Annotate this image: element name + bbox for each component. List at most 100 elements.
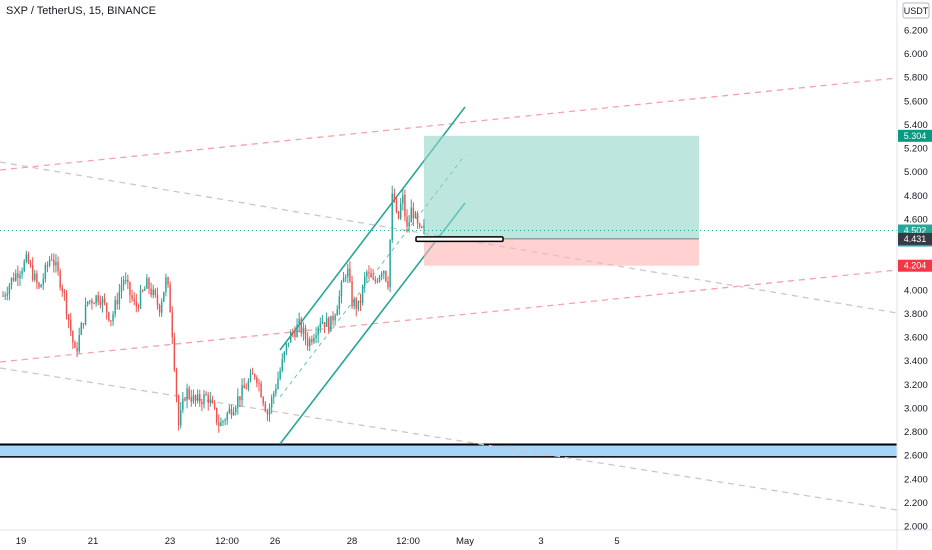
candle-body — [44, 265, 47, 279]
candle-body — [84, 304, 87, 325]
price-tick-label: 4.600 — [904, 214, 928, 225]
candle-body — [42, 278, 44, 285]
candle-body — [17, 273, 19, 279]
time-axis[interactable]: 19 21 23 12:00 26 28 12:00 May 3 5 — [16, 536, 620, 547]
candle-body — [325, 317, 328, 327]
candle-body — [144, 288, 146, 291]
candle-body — [237, 396, 239, 408]
candle-body — [308, 339, 311, 347]
candle-body — [15, 273, 17, 281]
candle-body — [410, 207, 412, 223]
candle-body — [296, 324, 298, 337]
candle-body — [124, 279, 127, 281]
candle-body — [258, 383, 260, 385]
price-tick-label: 6.000 — [904, 49, 928, 60]
time-tick-label: 28 — [347, 536, 358, 547]
time-tick-label: 5 — [614, 536, 619, 547]
candle-body — [298, 319, 300, 325]
candle-body — [21, 270, 23, 275]
candle-body — [402, 194, 404, 204]
candle-body — [118, 291, 121, 305]
candle-body — [114, 300, 116, 315]
candle-body — [277, 378, 279, 389]
candle-body — [315, 335, 317, 339]
price-tick-label: 2.000 — [904, 522, 928, 533]
candle-body — [67, 314, 70, 321]
price-tick-label: 3.800 — [904, 309, 928, 320]
candle-body — [406, 216, 408, 227]
candle-body — [418, 223, 421, 227]
candle-body — [209, 399, 212, 403]
candle-body — [338, 296, 341, 310]
candle-body — [50, 259, 53, 261]
candle-body — [408, 222, 410, 227]
candle-body — [416, 213, 419, 224]
price-tag-label: 5.304 — [904, 131, 927, 141]
candle-body — [201, 402, 203, 405]
position-stop-zone — [424, 238, 699, 266]
candle-body — [353, 299, 355, 307]
support-trendline-lower — [0, 269, 898, 363]
candle-body — [152, 289, 154, 296]
candle-body — [192, 395, 195, 402]
price-tag-box — [898, 129, 932, 142]
candle-body — [163, 291, 165, 302]
candle-body — [40, 284, 42, 288]
currency-label: USDT — [904, 6, 929, 16]
candle-body — [243, 385, 245, 389]
price-tick-label: 5.000 — [904, 167, 928, 178]
price-tick-label: 5.400 — [904, 120, 928, 131]
overlay-layer — [415, 236, 504, 243]
candle-body — [344, 276, 347, 278]
candle-body — [313, 338, 315, 343]
candle-body — [254, 374, 256, 378]
candle-body — [370, 273, 372, 278]
candle-body — [321, 321, 324, 324]
resistance-trendline-upper — [0, 77, 898, 171]
candle-body — [53, 259, 55, 266]
candle-body — [330, 315, 332, 332]
candle-body — [158, 304, 161, 313]
candle-body — [80, 323, 83, 335]
candle-body — [55, 261, 57, 266]
candle-body — [19, 274, 21, 279]
candle-body — [251, 373, 254, 375]
candle-body — [383, 271, 385, 274]
candle-body — [61, 287, 64, 292]
price-tick-label: 5.800 — [904, 73, 928, 84]
currency-button[interactable]: USDT — [902, 2, 930, 19]
channel-median-line — [279, 154, 466, 398]
candle-body — [137, 306, 140, 308]
candle-body — [112, 314, 114, 322]
candle-body — [393, 193, 396, 202]
candle-body — [389, 239, 391, 288]
candle-body — [184, 398, 186, 401]
candle-body — [234, 407, 237, 412]
price-axis[interactable]: 6.200 6.000 5.800 5.600 5.400 5.200 5.000 4.800… — [904, 26, 928, 533]
candle-body — [205, 394, 207, 396]
position-profit-zone — [424, 135, 699, 239]
candle-body — [292, 332, 294, 334]
candle-body — [391, 193, 393, 240]
candle-body — [154, 289, 157, 295]
candle-body — [110, 320, 112, 322]
candle-body — [245, 388, 248, 390]
candle-body — [38, 282, 40, 288]
candle-body — [8, 285, 11, 294]
entry-marker-box — [415, 236, 504, 243]
time-tick-label: 3 — [538, 536, 543, 547]
candle-body — [105, 303, 108, 313]
candle-body — [182, 398, 184, 410]
candle-body — [264, 403, 267, 412]
candle-body — [133, 298, 135, 302]
candle-body — [69, 320, 72, 332]
chart-title: SXP / TetherUS, 15, BINANCE — [6, 5, 156, 17]
price-tag-box — [898, 259, 932, 272]
candle-body — [194, 395, 197, 401]
candle-body — [177, 396, 180, 426]
candle-body — [247, 381, 250, 389]
candle-body — [414, 213, 417, 219]
candle-body — [260, 383, 262, 398]
candle-body — [108, 312, 110, 321]
